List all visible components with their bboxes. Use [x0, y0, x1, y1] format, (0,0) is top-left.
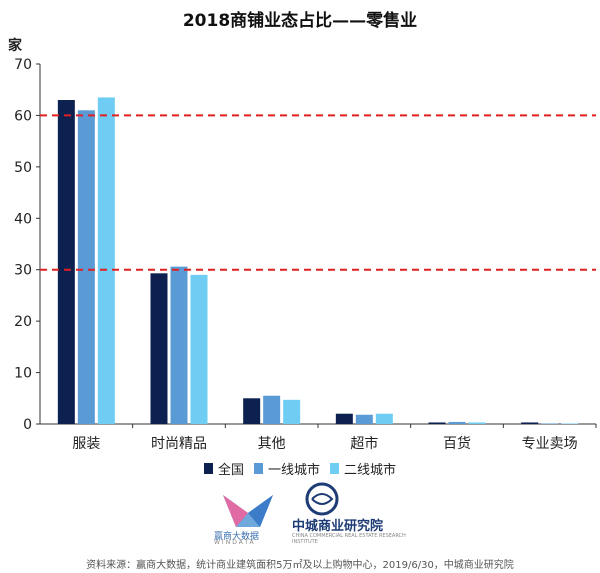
x-tick-label: 服装 — [72, 436, 100, 452]
y-tick-label: 10 — [14, 366, 32, 382]
institute-logo-sub: CHINA COMMERCIAL REAL ESTATE RESEARCH IN… — [292, 533, 406, 545]
bar — [335, 413, 353, 424]
y-tick-label: 50 — [14, 160, 32, 176]
y-tick-label: 70 — [14, 57, 32, 73]
bar — [243, 398, 261, 424]
y-tick-label: 40 — [14, 211, 32, 227]
windata-logo-icon — [223, 495, 273, 527]
x-tick-label: 百货 — [443, 435, 471, 452]
bar — [190, 274, 208, 424]
windata-logo-name: 赢商大数据 — [214, 532, 260, 542]
institute-logo-icon — [305, 482, 339, 516]
y-tick-label: 60 — [14, 108, 32, 124]
legend-swatch — [253, 463, 263, 474]
legend-swatch — [203, 463, 213, 474]
x-tick-label: 专业卖场 — [522, 436, 578, 452]
bar — [77, 110, 95, 425]
chart-legend: 全国 一线城市 二线城市 — [0, 459, 600, 478]
legend-item: 全国 — [203, 459, 244, 478]
legend-swatch — [330, 463, 339, 474]
y-tick-label: 20 — [14, 314, 32, 330]
bar — [170, 266, 188, 424]
y-axis-label: 家 — [8, 37, 23, 54]
y-tick-label: 30 — [14, 263, 32, 279]
bar — [541, 423, 559, 424]
bar — [561, 423, 579, 424]
legend-label: 二线城市 — [344, 463, 397, 478]
bar — [283, 399, 301, 424]
bar-chart: 家 0 10 20 30 40 50 60 70 服装 时尚精品 其他 超市 百货 专业卖场 — [8, 37, 597, 452]
bar — [355, 414, 373, 424]
bar — [150, 273, 168, 424]
bar — [428, 422, 446, 424]
bar — [375, 413, 393, 424]
x-tick-label: 时尚精品 — [151, 436, 207, 452]
bar — [263, 395, 281, 424]
bar — [468, 422, 486, 424]
windata-logo-sub: WINDATA — [214, 539, 256, 546]
source-note: 资料来源：赢商大数据，统计商业建筑面积5万㎡及以上购物中心，2019/6/30，… — [86, 560, 514, 571]
legend-item: 二线城市 — [330, 459, 396, 478]
logos: 赢商大数据 WINDATA 中城商业研究院 CHINA COMMERCIAL R… — [212, 482, 412, 548]
bar — [97, 97, 115, 424]
legend-label: 一线城市 — [267, 463, 320, 478]
x-tick-label: 其他 — [258, 436, 286, 452]
legend-label: 全国 — [217, 463, 244, 478]
bar — [57, 100, 75, 424]
y-tick-label: 0 — [23, 417, 32, 433]
bar — [448, 421, 466, 424]
institute-logo-name: 中城商业研究院 — [292, 519, 384, 534]
bar — [521, 422, 539, 424]
legend-item: 一线城市 — [253, 459, 320, 478]
chart-title: 2018商铺业态占比——零售业 — [182, 11, 418, 31]
x-tick-label: 超市 — [350, 435, 378, 452]
